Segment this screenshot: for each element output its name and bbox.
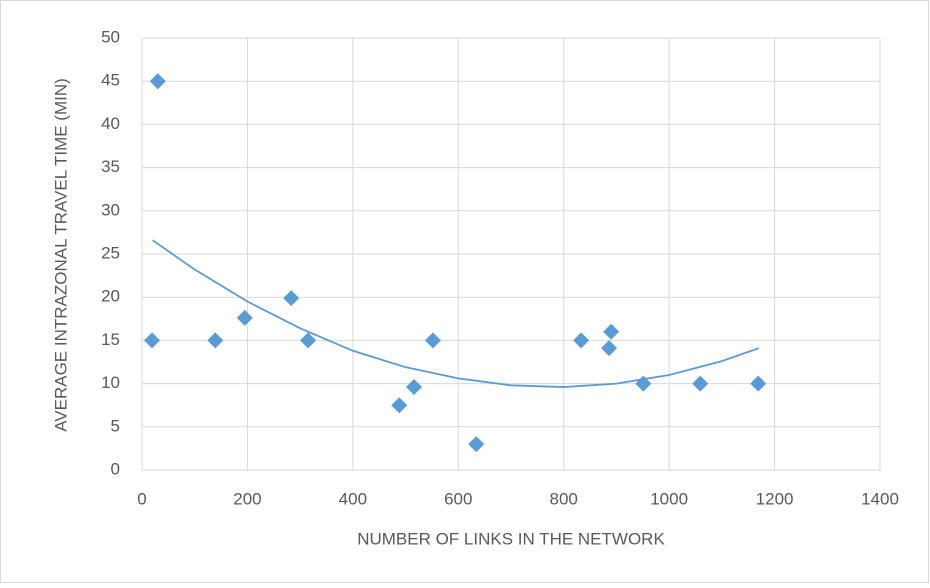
- x-tick-label: 1200: [756, 489, 794, 508]
- scatter-point: [300, 332, 317, 349]
- scatter-point: [406, 379, 423, 396]
- scatter-point: [236, 309, 253, 326]
- scatter-point: [635, 375, 652, 392]
- y-tick-label: 15: [101, 330, 120, 349]
- scatter-point: [391, 397, 408, 414]
- x-tick-label: 1000: [650, 489, 688, 508]
- x-tick-label: 1400: [861, 489, 899, 508]
- scatter-point: [144, 332, 161, 349]
- x-tick-label: 400: [339, 489, 367, 508]
- x-tick-label: 200: [233, 489, 261, 508]
- y-tick-label: 45: [101, 71, 120, 90]
- scatter-point: [573, 332, 590, 349]
- y-tick-label: 0: [111, 459, 120, 478]
- scatter-point: [424, 332, 441, 349]
- y-tick-label: 50: [101, 27, 120, 46]
- y-tick-label: 25: [101, 243, 120, 262]
- y-tick-label: 35: [101, 157, 120, 176]
- scatter-point: [601, 340, 618, 357]
- scatter-point: [149, 73, 166, 90]
- y-axis-label: AVERAGE INTRAZONAL TRAVEL TIME (MIN): [51, 78, 70, 432]
- x-tick-label: 0: [137, 489, 146, 508]
- x-tick-label: 800: [550, 489, 578, 508]
- y-tick-label: 30: [101, 200, 120, 219]
- y-tick-label: 20: [101, 287, 120, 306]
- x-tick-label: 600: [444, 489, 472, 508]
- scatter-point: [603, 323, 620, 340]
- scatter-point: [750, 375, 767, 392]
- scatter-point: [692, 375, 709, 392]
- y-tick-label: 40: [101, 114, 120, 133]
- scatter-point: [468, 436, 485, 453]
- y-tick-label: 10: [101, 373, 120, 392]
- scatter-point: [283, 290, 300, 307]
- y-tick-label: 5: [111, 416, 120, 435]
- x-axis-label: NUMBER OF LINKS IN THE NETWORK: [357, 529, 665, 548]
- scatter-point: [207, 332, 224, 349]
- trendline: [152, 239, 760, 388]
